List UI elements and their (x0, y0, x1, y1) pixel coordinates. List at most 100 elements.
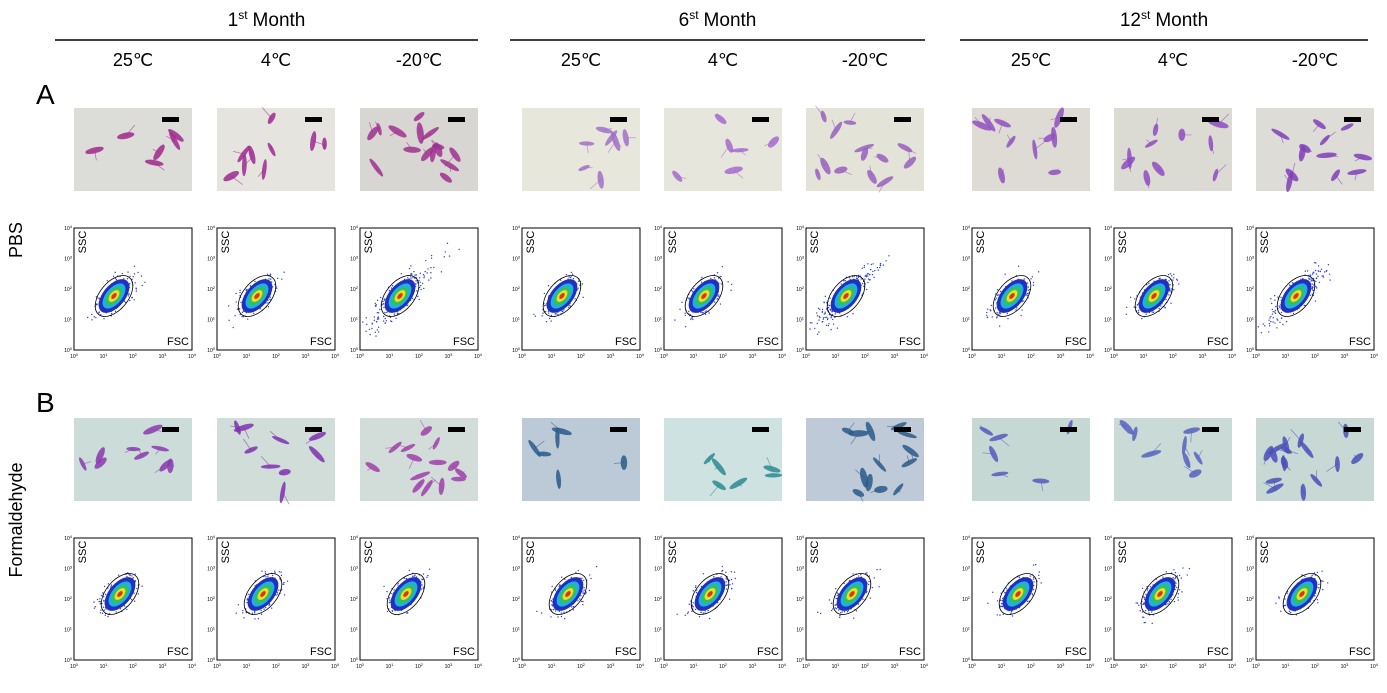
temperature-label: 4℃ (708, 50, 738, 70)
event-dot (561, 612, 562, 613)
tick-exponent: 4 (784, 352, 787, 357)
y-tick-label: 104 (207, 534, 216, 542)
event-dot (390, 320, 391, 321)
event-dot (258, 618, 259, 619)
event-dot (1168, 274, 1169, 275)
x-tick-label: 100 (518, 352, 527, 360)
x-tick-label: 102 (1169, 352, 1178, 360)
event-dot (445, 251, 446, 252)
x-tick-label: 102 (719, 352, 728, 360)
y-tick-label: 100 (962, 346, 971, 354)
y-tick-label: 104 (512, 224, 521, 232)
event-dot (137, 272, 138, 273)
y-tick-label: 104 (796, 224, 805, 232)
event-dot (1039, 571, 1040, 572)
event-dot (242, 312, 243, 313)
event-dot (829, 599, 830, 600)
event-dot (1307, 270, 1308, 271)
tick-exponent: 3 (70, 565, 73, 570)
event-dot (861, 278, 862, 279)
event-dot (444, 256, 445, 257)
event-dot (841, 283, 842, 284)
tick-exponent: 0 (524, 662, 527, 667)
tick-exponent: 2 (1110, 285, 1113, 290)
event-dot (406, 613, 407, 614)
tick-exponent: 2 (518, 595, 521, 600)
event-dot (384, 323, 385, 324)
tick-exponent: 3 (518, 255, 521, 260)
event-dot (1018, 266, 1019, 267)
tick-exponent: 2 (278, 662, 281, 667)
plot-frame (217, 228, 335, 350)
y-tick-label: 104 (1246, 224, 1255, 232)
event-dot (582, 283, 583, 284)
event-dot (94, 316, 95, 317)
event-dot (1274, 300, 1275, 301)
y-tick-label: 103 (962, 255, 971, 263)
y-tick-label: 104 (1104, 224, 1113, 232)
event-dot (869, 279, 870, 280)
event-dot (394, 313, 395, 314)
event-dot (1027, 282, 1028, 283)
tick-exponent: 3 (450, 662, 453, 667)
tick-exponent: 1 (1252, 316, 1255, 321)
tick-exponent: 3 (802, 255, 805, 260)
event-dot (377, 312, 378, 313)
y-tick-label: 102 (962, 285, 971, 293)
event-dot (271, 607, 272, 608)
scale-bar (610, 117, 627, 122)
event-dot (1319, 282, 1320, 283)
y-tick-label: 102 (64, 595, 73, 603)
event-dot (691, 604, 692, 605)
event-dot (535, 315, 536, 316)
micrograph (360, 108, 478, 191)
event-dot (544, 293, 545, 294)
event-dot (719, 276, 720, 277)
month-suffix: st (1141, 8, 1151, 22)
event-dot (383, 586, 384, 587)
x-axis-label: FSC (1349, 336, 1371, 348)
event-dot (870, 269, 871, 270)
event-dot (423, 277, 424, 278)
tick-exponent: 1 (660, 316, 663, 321)
y-tick-label: 101 (654, 316, 663, 324)
tick-exponent: 4 (356, 534, 359, 539)
event-dot (998, 294, 999, 295)
tick-exponent: 4 (70, 534, 73, 539)
event-dot (427, 575, 428, 576)
x-tick-label: 101 (832, 352, 841, 360)
event-dot (548, 285, 549, 286)
event-dot (833, 323, 834, 324)
event-dot (1007, 313, 1008, 314)
x-tick-label: 103 (302, 662, 311, 670)
event-dot (99, 598, 100, 599)
event-dot (1138, 312, 1139, 313)
event-dot (830, 310, 831, 311)
event-dot (375, 335, 376, 336)
tick-exponent: 3 (896, 662, 899, 667)
event-dot (397, 584, 398, 585)
event-dot (685, 315, 686, 316)
tick-exponent: 1 (837, 662, 840, 667)
event-dot (877, 267, 878, 268)
x-tick-label: 101 (386, 352, 395, 360)
event-dot (720, 576, 721, 577)
event-dot (720, 303, 721, 304)
tick-exponent: 3 (660, 255, 663, 260)
tick-exponent: 4 (356, 224, 359, 229)
tick-exponent: 2 (135, 352, 138, 357)
event-dot (831, 603, 832, 604)
event-dot (866, 289, 867, 290)
event-dot (564, 618, 565, 619)
event-dot (874, 270, 875, 271)
event-dot (709, 312, 710, 313)
month-label: Month (253, 10, 306, 31)
event-dot (866, 275, 867, 276)
event-dot (695, 587, 696, 588)
tick-exponent: 4 (480, 662, 483, 667)
event-dot (1133, 307, 1134, 308)
event-dot (277, 593, 278, 594)
event-dot (129, 283, 130, 284)
event-dot (386, 591, 387, 592)
event-dot (274, 572, 275, 573)
